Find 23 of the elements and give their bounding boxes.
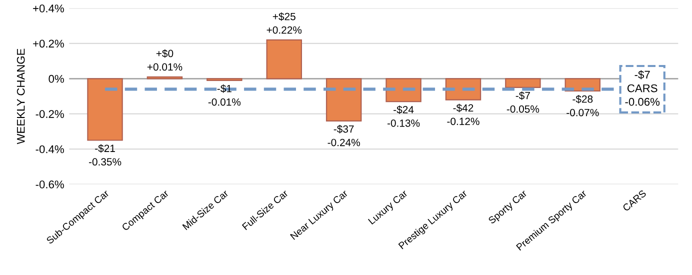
- data-label: -$7 -0.05%: [506, 91, 540, 113]
- y-tick-label: -0.4%: [36, 145, 64, 154]
- data-label: +$0 +0.01%: [147, 49, 182, 71]
- bar: [386, 78, 422, 102]
- data-label: +$25 +0.22%: [266, 12, 302, 34]
- bar: [87, 78, 123, 141]
- data-label: -$21 -0.35%: [88, 144, 122, 166]
- y-tick-label: 0%: [48, 74, 64, 83]
- data-label: -$28 -0.07%: [566, 94, 599, 116]
- y-tick-label: -0.6%: [36, 180, 64, 188]
- bar: [326, 78, 362, 122]
- data-label: -$24 -0.13%: [387, 106, 420, 127]
- y-tick-label: -0.2%: [36, 110, 64, 118]
- y-tick-label: +0.2%: [33, 40, 64, 48]
- data-label: -$37 -0.24%: [328, 124, 360, 146]
- data-label: -$1 -0.01%: [208, 84, 241, 106]
- y-axis-title: WEEKLY CHANGE: [16, 48, 25, 144]
- bar: [505, 78, 541, 88]
- y-tick-label: +0.4%: [33, 4, 64, 12]
- bar: [266, 39, 302, 80]
- bar: [445, 78, 482, 100]
- ref-line-label: -$7 CARS -0.06%: [625, 70, 660, 106]
- data-label: -$42 -0.12%: [447, 104, 480, 126]
